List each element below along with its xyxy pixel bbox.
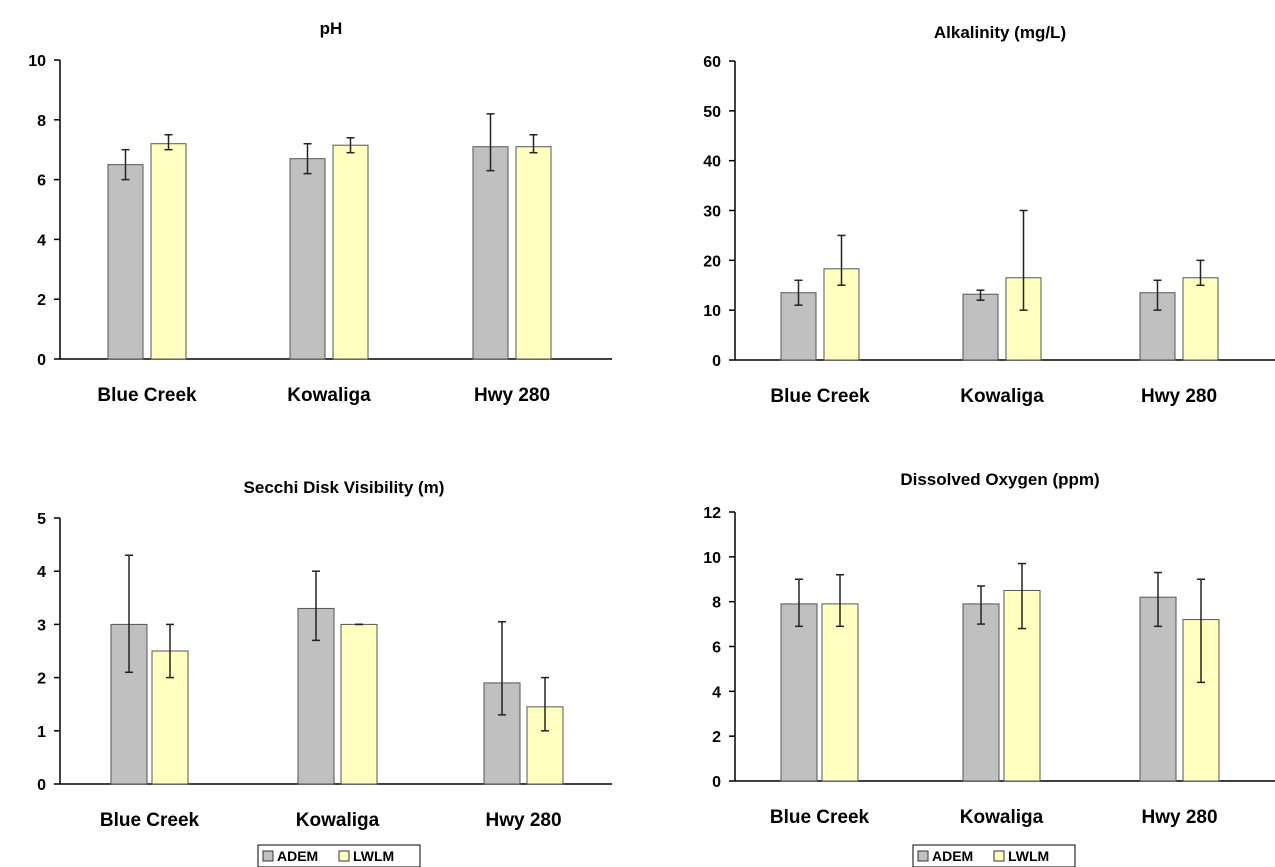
chart-title: Dissolved Oxygen (ppm): [900, 470, 1099, 489]
bar-adem: [472, 146, 509, 360]
y-tick-label: 4: [712, 684, 721, 701]
legend-label-lwlm: LWLM: [353, 848, 394, 864]
legend-label-adem: ADEM: [932, 848, 973, 864]
legend-swatch-lwlm: [993, 850, 1005, 862]
y-tick-label: 1: [37, 724, 46, 741]
y-tick-label: 2: [37, 671, 46, 688]
legend-swatch-lwlm: [338, 850, 350, 862]
bar-lwlm: [821, 603, 859, 782]
x-category-label: Kowaliga: [296, 810, 380, 831]
y-tick-label: 0: [712, 353, 721, 370]
bar-lwlm: [332, 144, 369, 360]
y-tick-label: 4: [37, 232, 46, 249]
x-category-label: Kowaliga: [960, 807, 1044, 828]
bar-adem: [289, 158, 326, 360]
y-tick-label: 6: [37, 173, 46, 190]
y-tick-label: 40: [703, 154, 721, 171]
bar-lwlm: [340, 623, 378, 785]
y-tick-label: 60: [703, 54, 721, 71]
y-tick-label: 10: [703, 550, 721, 567]
legend-label-adem: ADEM: [277, 848, 318, 864]
bar-lwlm: [1182, 277, 1219, 361]
chart-title: Secchi Disk Visibility (m): [244, 478, 445, 497]
y-tick-label: 3: [37, 617, 46, 634]
y-tick-label: 8: [37, 113, 46, 130]
y-tick-label: 8: [712, 595, 721, 612]
x-category-label: Kowaliga: [960, 386, 1044, 407]
bar-adem: [780, 603, 818, 782]
y-tick-label: 6: [712, 640, 721, 657]
bar-adem: [962, 603, 1000, 782]
y-tick-label: 10: [703, 303, 721, 320]
y-tick-label: 0: [37, 352, 46, 369]
bar-adem: [107, 164, 144, 360]
x-category-label: Hwy 280: [485, 810, 561, 831]
y-tick-label: 2: [712, 729, 721, 746]
chart-panel-3: Secchi Disk Visibility (m) 0 1 2 3 4 5 Blue Cre…: [37, 478, 612, 867]
chart-title: pH: [320, 19, 343, 38]
y-tick-label: 5: [37, 511, 46, 528]
bar-adem: [962, 293, 999, 361]
legend: ADEM LWLM: [912, 844, 1076, 867]
bar-lwlm: [515, 146, 552, 360]
chart-panel-1: pH 0 2 4 6 8 10 Blue Creek Kowaliga Hwy 280: [28, 19, 612, 406]
y-tick-label: 12: [703, 505, 721, 522]
x-category-label: Blue Creek: [770, 807, 870, 828]
chart-panel-4: Dissolved Oxygen (ppm) 0 2 4 6 8 10 12 Blue Cree…: [703, 470, 1275, 867]
y-tick-label: 2: [37, 292, 46, 309]
chart-panel-2: Alkalinity (mg/L) 0 10 20 30 40 50 60 Blue Creek…: [703, 23, 1275, 407]
legend-swatch-adem: [917, 850, 929, 862]
y-tick-label: 0: [712, 774, 721, 791]
x-category-label: Hwy 280: [1141, 807, 1217, 828]
bar-lwlm: [150, 143, 187, 360]
x-category-label: Blue Creek: [100, 810, 200, 831]
x-category-label: Blue Creek: [97, 385, 197, 406]
x-category-label: Hwy 280: [1141, 386, 1217, 407]
y-tick-label: 30: [703, 204, 721, 221]
legend-label-lwlm: LWLM: [1008, 848, 1049, 864]
y-tick-label: 0: [37, 777, 46, 794]
legend-swatch-adem: [262, 850, 274, 862]
x-category-label: Hwy 280: [474, 385, 550, 406]
chart-title: Alkalinity (mg/L): [934, 23, 1066, 42]
y-tick-label: 4: [37, 564, 46, 581]
x-category-label: Blue Creek: [770, 386, 870, 407]
x-category-label: Kowaliga: [287, 385, 371, 406]
y-tick-label: 50: [703, 104, 721, 121]
y-tick-label: 20: [703, 253, 721, 270]
y-tick-label: 10: [28, 53, 46, 70]
legend: ADEM LWLM: [257, 844, 421, 867]
